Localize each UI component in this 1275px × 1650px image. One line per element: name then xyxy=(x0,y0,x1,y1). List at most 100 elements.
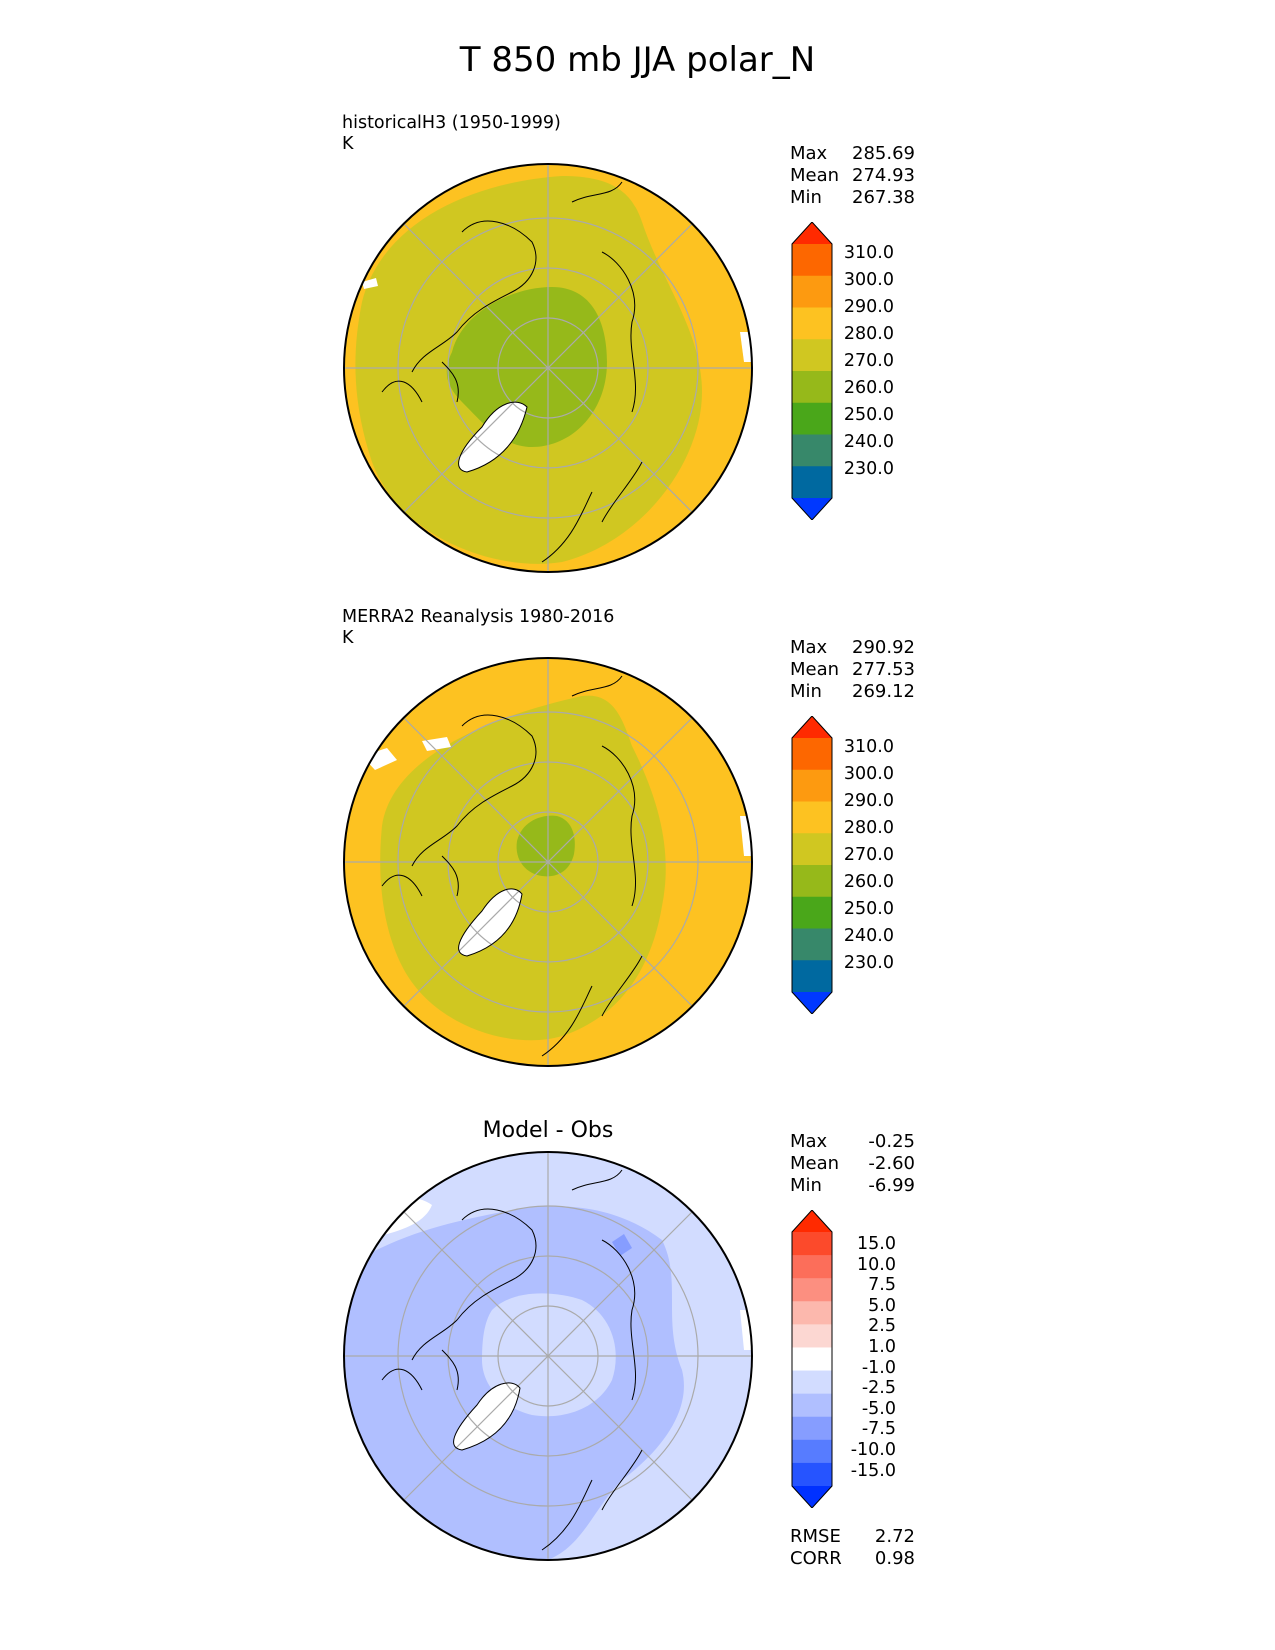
colorbar-bin xyxy=(792,769,832,802)
panel2-min-value: 269.12 xyxy=(852,681,915,702)
colorbar-tick-label: 270.0 xyxy=(843,351,894,371)
panel2-max-label: Max xyxy=(790,637,828,658)
panel1-greenland-mask xyxy=(458,402,527,472)
panel3-coastlines xyxy=(381,1169,643,1551)
colorbar-bin xyxy=(792,1278,832,1302)
panel3-colorbar xyxy=(791,1210,833,1508)
colorbar-bin xyxy=(792,275,832,308)
colorbar-bin xyxy=(792,1439,832,1464)
colorbar-bin xyxy=(792,434,832,467)
panel1-map-border xyxy=(343,163,753,573)
colorbar-tick-label: 290.0 xyxy=(843,297,894,317)
colorbar-bin xyxy=(792,1255,832,1279)
colorbar-extend-top xyxy=(792,1210,832,1232)
panel3-stats: Max -0.25 Mean -2.60 Min -6.99 xyxy=(790,1131,915,1197)
corr-label: CORR xyxy=(790,1548,842,1569)
panel3-mean-label: Mean xyxy=(790,1153,840,1174)
colorbar-tick-label: 260.0 xyxy=(843,872,894,892)
colorbar-outline xyxy=(791,1210,833,1508)
panel2-map-border xyxy=(343,657,753,1067)
rmse-label: RMSE xyxy=(790,1526,841,1547)
panel1-polar-map xyxy=(343,163,753,573)
colorbar-tick-label: 260.0 xyxy=(843,378,894,398)
colorbar-tick-label: -15.0 xyxy=(850,1460,896,1481)
colorbar-tick-label: 310.0 xyxy=(843,737,894,757)
colorbar-tick-label: -7.5 xyxy=(861,1419,896,1440)
colorbar-bin xyxy=(792,865,832,898)
panel1-mask-small xyxy=(362,278,378,289)
colorbar-tick-label: 240.0 xyxy=(843,926,894,946)
colorbar-bin xyxy=(792,1462,832,1487)
panel1-max-label: Max xyxy=(790,143,828,164)
panel3-title: Model - Obs xyxy=(482,1118,614,1143)
colorbar-outline xyxy=(791,716,833,1014)
panel2-label: MERRA2 Reanalysis 1980-2016 K xyxy=(342,607,614,649)
panel3-max-label: Max xyxy=(790,1131,828,1152)
panel1-min-value: 267.38 xyxy=(852,187,915,208)
panel3-mean-value: -2.60 xyxy=(868,1153,915,1174)
panel2-stats: Max 290.92 Mean 277.53 Min 269.12 xyxy=(790,637,915,703)
panel1-colorbar xyxy=(791,222,833,520)
colorbar-extend-bottom xyxy=(792,1486,832,1508)
panel1-coastlines xyxy=(381,181,643,563)
panel2-units-label: K xyxy=(342,628,354,648)
colorbar-tick-label: 300.0 xyxy=(843,270,894,290)
panel1-mean-value: 274.93 xyxy=(852,165,915,186)
colorbar-tick-label: 230.0 xyxy=(843,953,894,973)
panel1-graticule xyxy=(344,164,752,572)
panel3-min-label: Min xyxy=(790,1175,822,1196)
colorbar-bin xyxy=(792,833,832,866)
colorbar-tick-label: 250.0 xyxy=(843,899,894,919)
colorbar-bin xyxy=(792,244,832,277)
colorbar-tick-label: 230.0 xyxy=(843,459,894,479)
corr-value: 0.98 xyxy=(874,1548,915,1569)
panel3-max-value: -0.25 xyxy=(868,1131,915,1152)
colorbar-bin xyxy=(792,1301,832,1325)
colorbar-bin xyxy=(792,896,832,929)
colorbar-tick-label: 270.0 xyxy=(843,845,894,865)
rmse-value: 2.72 xyxy=(874,1526,915,1547)
panel2-dataset-label: MERRA2 Reanalysis 1980-2016 xyxy=(342,607,615,627)
colorbar-tick-label: -1.0 xyxy=(861,1357,896,1378)
page-title: T 850 mb JJA polar_N xyxy=(459,40,816,80)
panel3-graticule xyxy=(344,1152,752,1560)
panel2-min-label: Min xyxy=(790,681,822,702)
colorbar-tick-label: 250.0 xyxy=(843,405,894,425)
panel2-polar-map xyxy=(343,657,753,1067)
colorbar-bin xyxy=(792,1324,832,1348)
colorbar-bin xyxy=(792,307,832,340)
colorbar-extend-bottom xyxy=(792,498,832,520)
panel1-mean-label: Mean xyxy=(790,165,840,186)
panel1-max-value: 285.69 xyxy=(852,143,915,164)
colorbar-extend-top xyxy=(792,716,832,738)
colorbar-bin xyxy=(792,402,832,435)
colorbar-bin xyxy=(792,371,832,404)
panel2-mean-value: 277.53 xyxy=(852,659,915,680)
panel2-max-value: 290.92 xyxy=(852,637,915,658)
panel2-colorbar xyxy=(791,716,833,1014)
colorbar-tick-label: 290.0 xyxy=(843,791,894,811)
colorbar-tick-label: -10.0 xyxy=(850,1440,896,1460)
colorbar-tick-label: 10.0 xyxy=(857,1254,896,1275)
colorbar-tick-label: 15.0 xyxy=(857,1234,896,1254)
panel1-label: historicalH3 (1950-1999) K xyxy=(342,113,561,155)
panel3-map-border xyxy=(343,1151,753,1561)
colorbar-bin xyxy=(792,466,832,499)
colorbar-bin xyxy=(792,801,832,834)
colorbar-outline xyxy=(791,222,833,520)
panel2-mean-label: Mean xyxy=(790,659,840,680)
colorbar-tick-label: 240.0 xyxy=(843,432,894,452)
panel3-min-value: -6.99 xyxy=(868,1175,915,1196)
panel1-units-label: K xyxy=(342,134,354,154)
colorbar-tick-label: -5.0 xyxy=(861,1398,896,1419)
colorbar-tick-label: 280.0 xyxy=(843,324,894,344)
colorbar-bin xyxy=(792,1232,832,1256)
colorbar-tick-label: 300.0 xyxy=(843,764,894,784)
panel2-graticule xyxy=(344,658,752,1066)
panel1-fill-green xyxy=(446,287,607,447)
colorbar-tick-label: 280.0 xyxy=(843,818,894,838)
panel2-coastlines xyxy=(381,675,643,1057)
colorbar-tick-label: 310.0 xyxy=(843,243,894,263)
colorbar-bin xyxy=(792,1347,832,1372)
panel1-min-label: Min xyxy=(790,187,822,208)
